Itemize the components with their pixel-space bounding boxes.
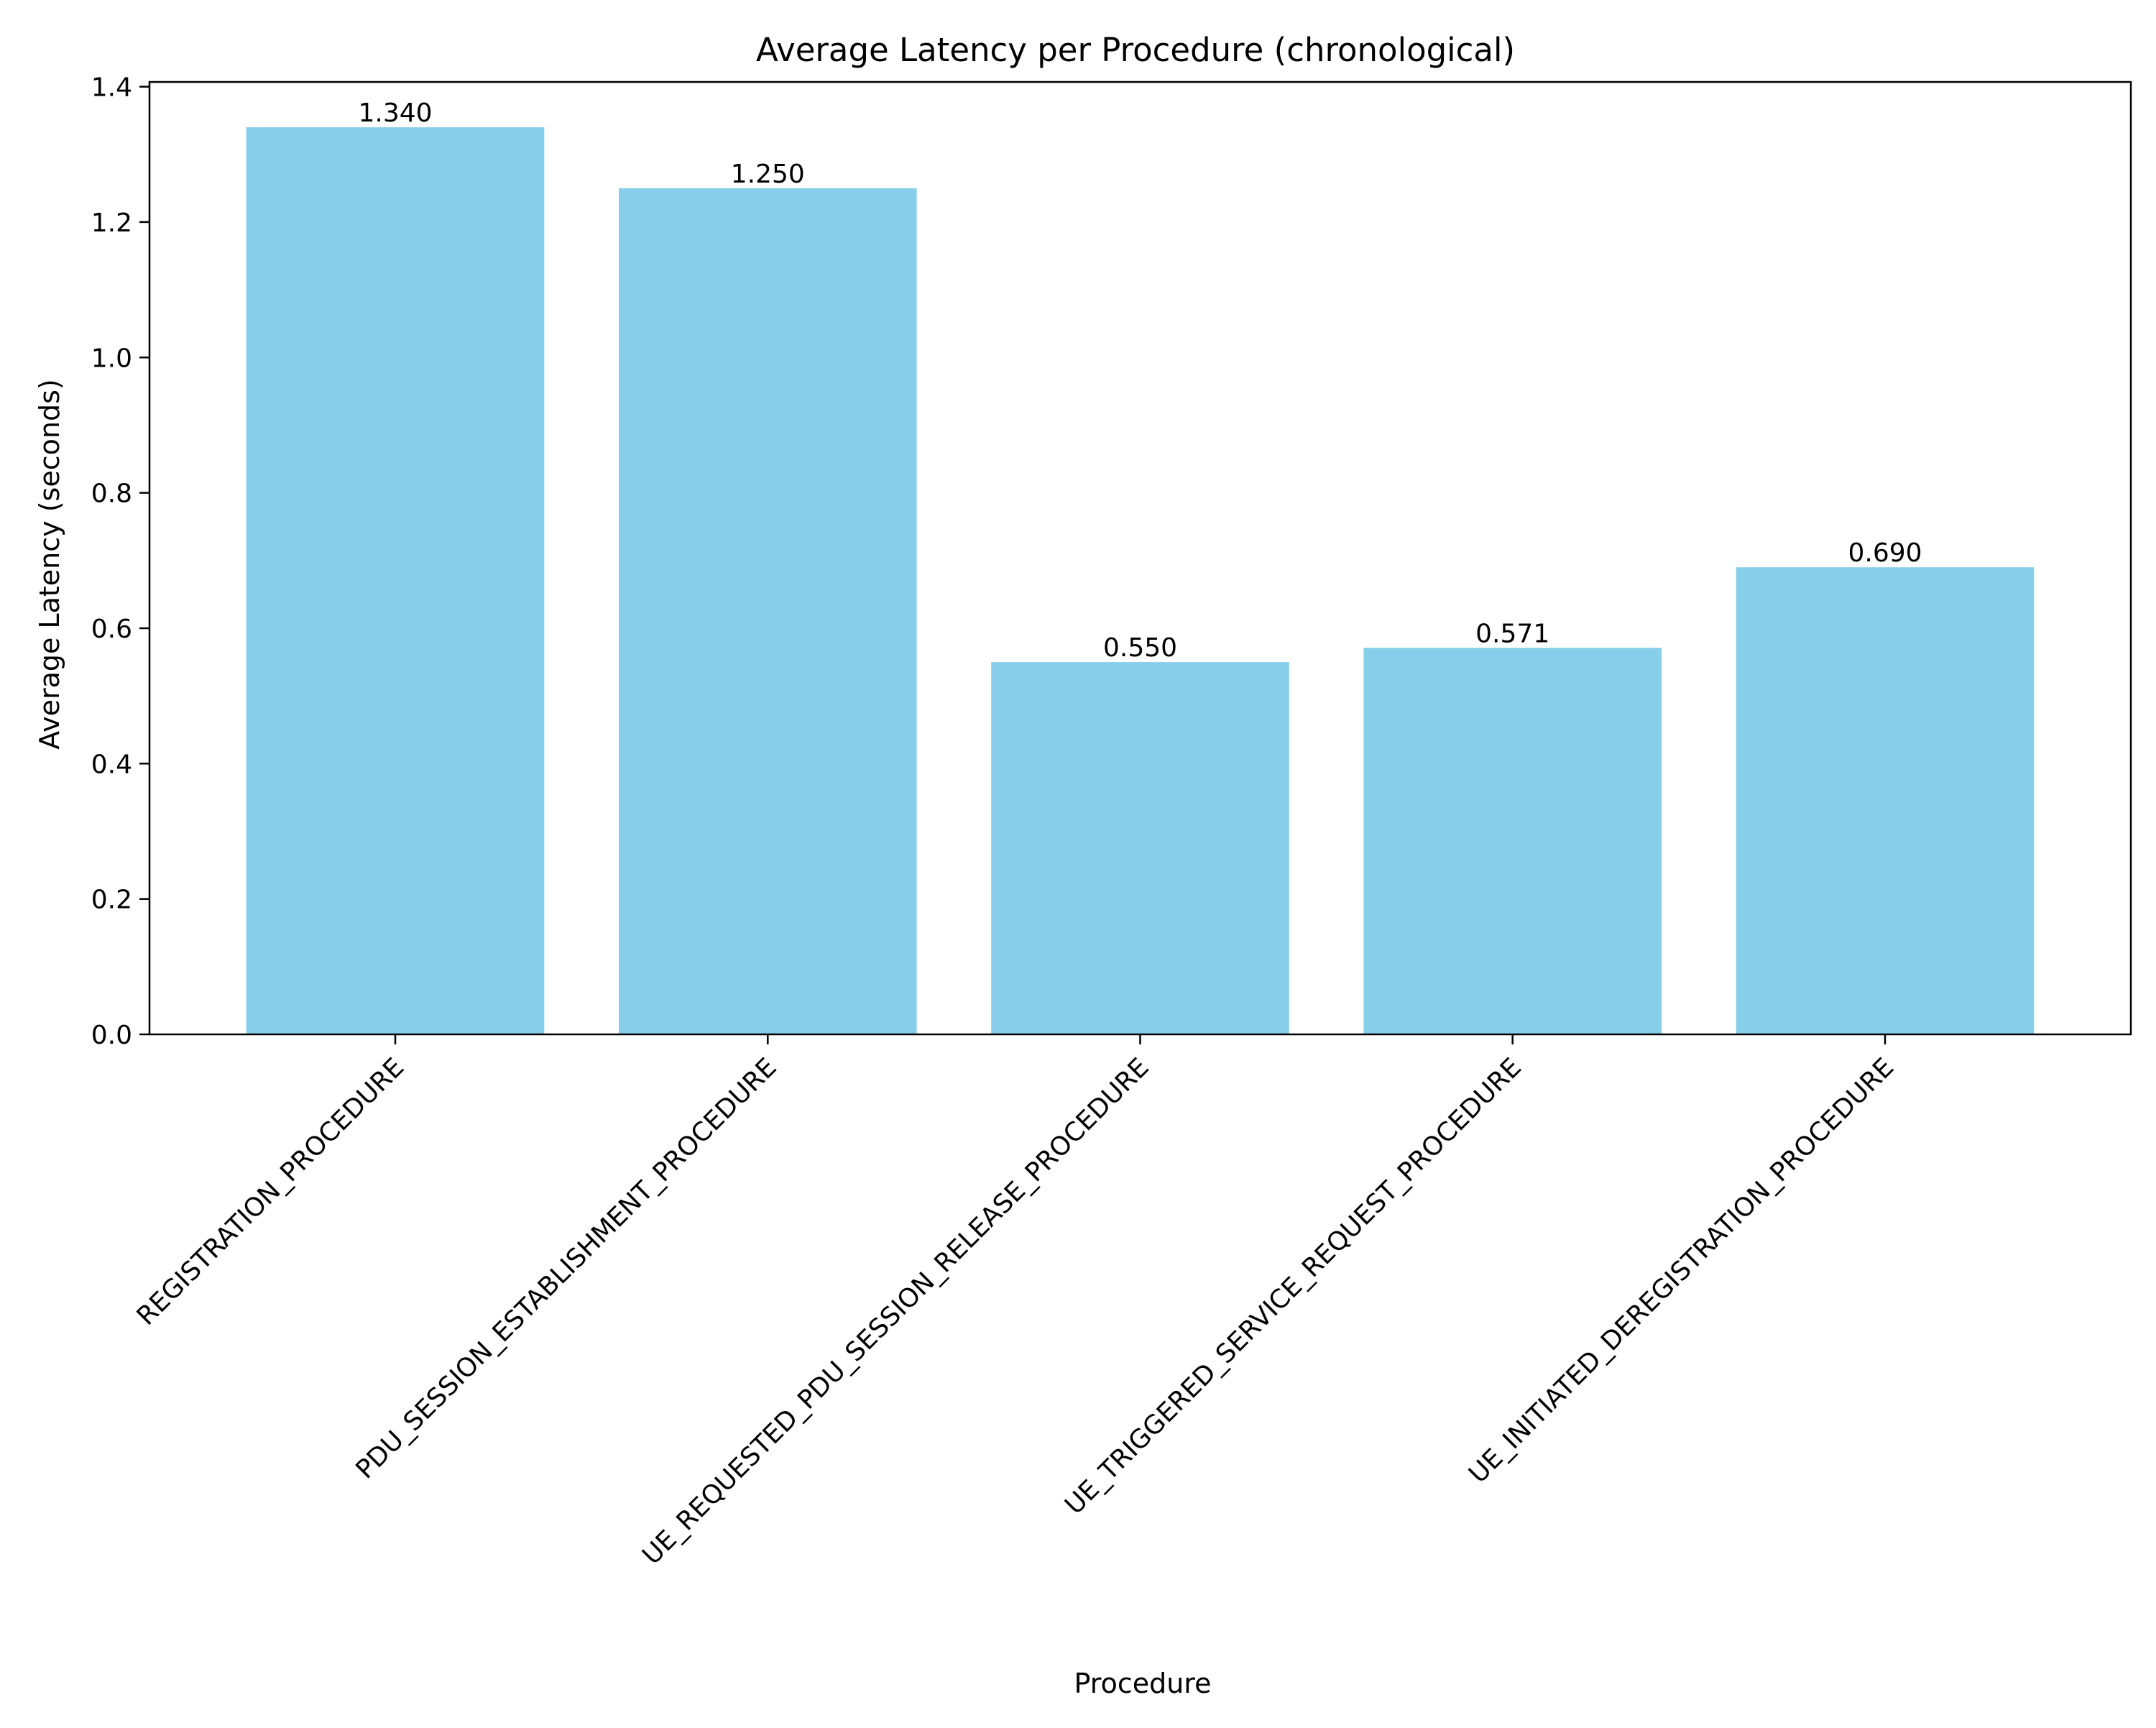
y-tick-label: 0.0 — [91, 1021, 132, 1050]
bar-1 — [246, 127, 545, 1035]
x-tick-label: PDU_SESSION_ESTABLISHMENT_PROCEDURE — [350, 1052, 782, 1484]
y-axis: 0.0 0.2 0.4 0.6 0.8 1.0 1.2 1.4 — [91, 73, 149, 1050]
data-labels-layer: 1.340 1.250 0.550 0.571 0.690 — [358, 98, 1922, 663]
y-tick-label: 1.0 — [91, 344, 132, 373]
data-label-5: 0.690 — [1848, 538, 1922, 568]
y-tick-label: 1.4 — [91, 73, 132, 103]
data-label-3: 0.550 — [1103, 633, 1177, 663]
y-tick-label: 0.4 — [91, 750, 132, 779]
y-tick-label: 0.8 — [91, 479, 132, 509]
x-tick-label: UE_INITIATED_DEREGISTRATION_PROCEDURE — [1463, 1052, 1899, 1489]
y-tick-label: 1.2 — [91, 208, 132, 238]
y-tick-label: 0.6 — [91, 615, 132, 644]
bar-5 — [1736, 567, 2035, 1034]
data-label-1: 1.340 — [358, 98, 432, 128]
y-axis-title: Average Latency (seconds) — [34, 379, 65, 749]
x-axis: REGISTRATION_PROCEDUREPDU_SESSION_ESTABL… — [132, 1034, 1899, 1571]
data-label-2: 1.250 — [731, 160, 805, 189]
plot-frame — [148, 81, 2132, 1036]
chart-title: Average Latency per Procedure (chronolog… — [756, 31, 1515, 69]
y-tick-label: 0.2 — [91, 886, 132, 915]
bar-2 — [619, 188, 917, 1034]
x-tick-label: REGISTRATION_PROCEDURE — [132, 1052, 410, 1331]
bars-layer — [246, 127, 2035, 1035]
x-tick-label: UE_TRIGGERED_SERVICE_REQUEST_PROCEDURE — [1059, 1052, 1527, 1520]
data-label-4: 0.571 — [1475, 619, 1549, 648]
x-axis-title: Procedure — [1074, 1668, 1212, 1699]
bar-4 — [1363, 648, 1662, 1034]
bar-3 — [991, 662, 1289, 1034]
